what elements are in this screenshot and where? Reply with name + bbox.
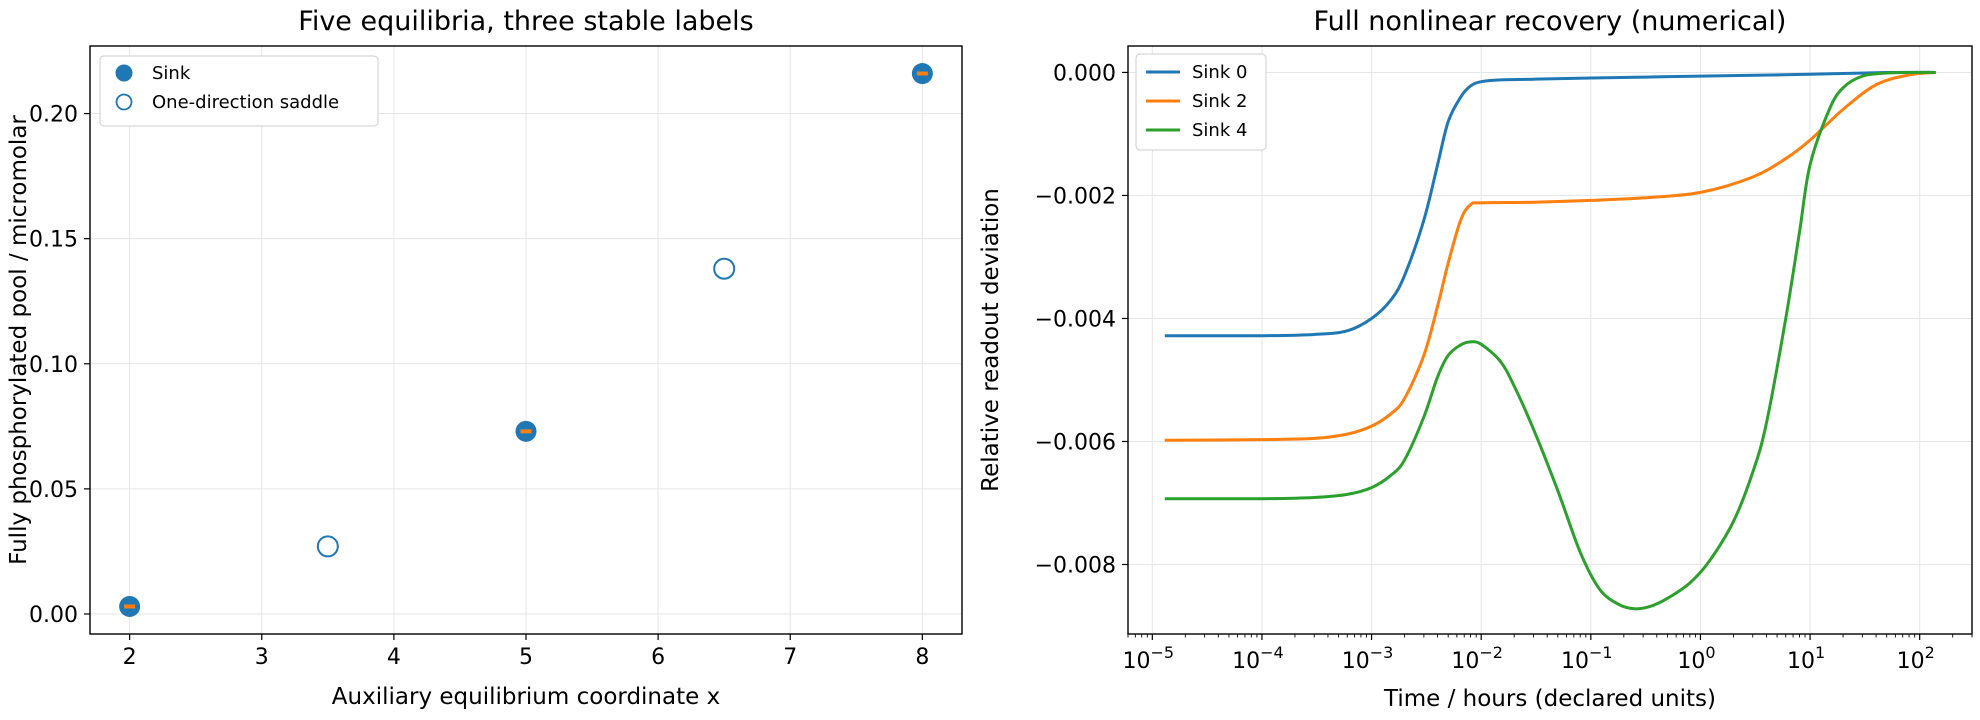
x-axis-label: Time / hours (declared units)	[1383, 686, 1716, 712]
x-tick-label: 8	[915, 645, 929, 670]
x-tick-exponent: −5	[1151, 643, 1175, 662]
y-tick-label: −0.006	[1035, 430, 1116, 455]
x-tick-base: 10	[1897, 649, 1925, 674]
x-tick-exponent: −1	[1589, 643, 1613, 662]
x-axis-label: Auxiliary equilibrium coordinate x	[332, 684, 720, 710]
legend-label: One-direction saddle	[152, 92, 339, 113]
x-tick-base: 10	[1787, 649, 1815, 674]
chart-title: Five equilibria, three stable labels	[298, 6, 753, 37]
x-tick-label: 3	[255, 645, 269, 670]
saddle-point	[713, 257, 736, 280]
x-tick-label: 100	[1677, 643, 1715, 674]
x-tick-base: 10	[1677, 649, 1705, 674]
x-tick-base: 10	[1451, 649, 1479, 674]
y-tick-label: −0.004	[1035, 307, 1116, 332]
x-tick-base: 10	[1232, 649, 1260, 674]
plot-frame	[1127, 45, 1973, 635]
y-tick-label: 0.00	[29, 603, 78, 628]
x-tick-label: 4	[387, 645, 401, 670]
series-line-sink-0	[1164, 70, 1936, 338]
legend-label: Sink 0	[1192, 62, 1247, 83]
y-tick-label: 0.10	[29, 353, 78, 378]
x-tick-label: 10−2	[1451, 643, 1503, 674]
y-tick-label: 0.000	[1053, 61, 1116, 86]
x-tick-base: 10	[1342, 649, 1370, 674]
x-tick-exponent: 0	[1705, 643, 1715, 662]
legend-box	[99, 55, 379, 127]
y-axis-label: Relative readout deviation	[978, 188, 1004, 492]
y-tick-label: 0.15	[29, 228, 78, 253]
x-tick-label: 6	[651, 645, 665, 670]
x-tick-label: 102	[1897, 643, 1935, 674]
plot-frame	[89, 45, 963, 635]
legend-label: Sink 2	[1192, 91, 1247, 112]
y-tick-label: −0.008	[1035, 553, 1116, 578]
y-axis-label: Fully phosphorylated pool / micromolar	[6, 115, 32, 565]
y-tick-label: 0.05	[29, 478, 78, 503]
y-tick-label: −0.002	[1035, 184, 1116, 209]
chart-title: Full nonlinear recovery (numerical)	[1314, 6, 1787, 37]
series-line-sink-4	[1164, 70, 1936, 611]
legend-box	[1135, 53, 1267, 151]
x-tick-exponent: −4	[1260, 643, 1284, 662]
x-tick-label: 7	[783, 645, 797, 670]
legend-label: Sink	[152, 63, 191, 84]
y-tick-label: 0.20	[29, 103, 78, 128]
x-tick-exponent: 2	[1925, 643, 1935, 662]
legend: Sink 0 Sink 2 Sink 4	[1135, 53, 1267, 151]
x-tick-exponent: −3	[1370, 643, 1394, 662]
x-tick-label: 10−3	[1342, 643, 1394, 674]
chart-panel-left: 2 3 4 5 6 7 8 0.00 0.05 0.10 0.15 0.20 Five equilibr…	[6, 6, 963, 710]
legend-sink-marker	[115, 64, 133, 82]
x-tick-exponent: −2	[1479, 643, 1503, 662]
x-tick-label: 10−5	[1123, 643, 1175, 674]
legend-saddle-marker	[115, 93, 133, 111]
series-line-sink-2	[1164, 70, 1936, 442]
x-tick-label: 101	[1787, 643, 1825, 674]
x-tick-label: 2	[123, 645, 137, 670]
x-tick-label: 10−1	[1561, 643, 1613, 674]
x-tick-label: 5	[519, 645, 533, 670]
x-tick-base: 10	[1123, 649, 1151, 674]
x-tick-exponent: 1	[1815, 643, 1825, 662]
x-tick-label: 10−4	[1232, 643, 1284, 674]
saddle-point	[316, 535, 339, 558]
legend: Sink One-direction saddle	[99, 55, 379, 127]
legend-label: Sink 4	[1192, 120, 1247, 141]
x-tick-base: 10	[1561, 649, 1589, 674]
